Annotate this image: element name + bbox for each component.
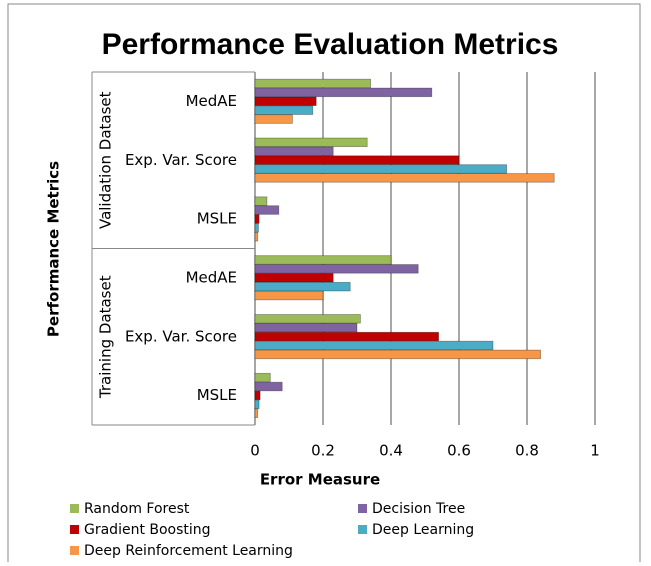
bar — [254, 399, 260, 410]
bar — [254, 314, 361, 324]
bar — [254, 114, 293, 124]
legend-label: Deep Learning — [372, 522, 474, 538]
bar — [254, 232, 259, 242]
y-axis-title: Performance Metrics — [45, 161, 63, 337]
bar — [254, 96, 317, 106]
legend-label: Decision Tree — [372, 501, 465, 517]
bar — [254, 372, 271, 383]
bar — [254, 349, 542, 360]
bar — [254, 155, 460, 165]
legend-swatch — [70, 525, 79, 534]
bar — [254, 205, 280, 215]
bar — [254, 78, 371, 89]
x-tick-label: 0.8 — [515, 442, 539, 460]
bar — [254, 173, 555, 183]
bar — [254, 223, 259, 233]
bar — [254, 331, 440, 342]
legend-swatch — [70, 504, 79, 513]
y-tick-label: Exp. Var. Score — [125, 327, 237, 345]
bar — [254, 105, 314, 115]
bar — [254, 322, 358, 333]
bar — [254, 264, 419, 274]
legend-label: Gradient Boosting — [84, 522, 211, 538]
legend-swatch — [358, 504, 367, 513]
y-tick-label: MedAE — [186, 268, 237, 286]
bar — [254, 381, 283, 392]
group-label: Validation Dataset — [97, 91, 115, 229]
bar — [254, 290, 324, 301]
bar — [254, 408, 259, 418]
bar — [254, 196, 268, 206]
bar — [254, 214, 260, 224]
legend-label: Random Forest — [84, 501, 190, 517]
legend-swatch — [70, 546, 79, 555]
bar — [254, 87, 433, 98]
bar — [254, 164, 508, 174]
bar — [254, 255, 392, 265]
y-tick-label: MedAE — [186, 92, 237, 110]
chart-title: Performance Evaluation Metrics — [102, 28, 559, 61]
x-tick-label: 0.2 — [311, 442, 335, 460]
bar — [254, 281, 351, 292]
bar — [254, 390, 261, 401]
bar — [254, 137, 368, 148]
x-tick-label: 0.6 — [447, 442, 471, 460]
group-label: Training Dataset — [97, 275, 115, 399]
y-tick-label: MSLE — [197, 210, 237, 228]
x-tick-label: 0.4 — [379, 442, 403, 460]
bar — [254, 146, 334, 156]
legend-swatch — [358, 525, 367, 534]
bar — [254, 273, 334, 283]
x-axis-title: Error Measure — [260, 471, 380, 489]
y-tick-label: Exp. Var. Score — [125, 151, 237, 169]
legend-label: Deep Reinforcement Learning — [84, 543, 293, 559]
bar — [254, 340, 494, 351]
y-tick-label: MSLE — [197, 386, 237, 404]
x-tick-label: 0 — [250, 442, 260, 460]
x-tick-label: 1 — [590, 442, 600, 460]
